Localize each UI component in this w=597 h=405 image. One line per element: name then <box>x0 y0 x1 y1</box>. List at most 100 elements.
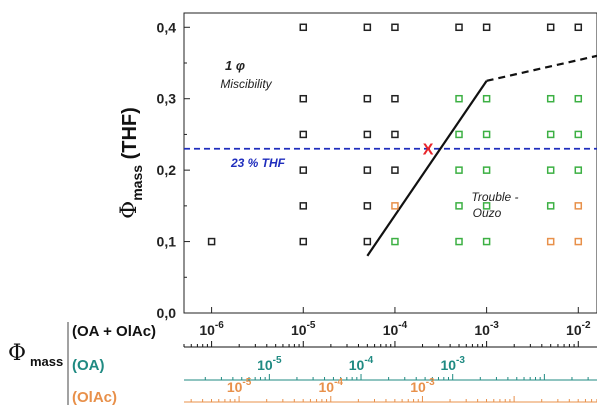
ouzo-point <box>482 202 491 210</box>
bottom-tick-base: 10 <box>349 357 365 373</box>
one-phase-point <box>482 23 491 32</box>
ouzo-point <box>574 130 583 139</box>
one-phase-point <box>391 130 399 139</box>
bottom-tick-label: 10-4 <box>349 355 374 373</box>
bottom-axes: Φ mass (OA + OlAc)(OA) 10-5 10-4 10-3(OlAc)… <box>8 322 597 405</box>
one-phase-point <box>363 166 372 174</box>
one-phase-point <box>391 94 399 103</box>
thf-line-label: 23 % THF <box>230 156 286 170</box>
orange-point <box>546 237 555 246</box>
one-phase-point <box>207 237 216 246</box>
y-tick-label: 0,2 <box>157 162 177 178</box>
one-phase-point <box>574 23 583 32</box>
x-tick-label: 10-5 <box>291 320 316 338</box>
bottom-tick-base: 10 <box>410 379 426 395</box>
miscibility-annotation: Miscibility <box>220 77 272 91</box>
trouble-annotation: Trouble - <box>471 190 518 204</box>
ouzo-point <box>455 94 463 103</box>
ouzo-point <box>546 94 555 103</box>
bottom-axis-label: (OlAc) <box>72 389 117 405</box>
one-phase-annotation: 1 φ <box>225 58 245 73</box>
ouzo-point <box>574 94 583 103</box>
x-tick-exponent: -5 <box>307 320 316 331</box>
ouzo-point <box>455 202 463 210</box>
x-tick-exponent: -6 <box>215 320 224 331</box>
y-axis-label-sub: mass <box>129 165 145 201</box>
x-tick-label: 10-4 <box>383 320 408 338</box>
one-phase-point <box>363 130 372 139</box>
bottom-tick-label: 10-5 <box>227 377 252 395</box>
x-tick-label: 10-6 <box>199 320 224 338</box>
ouzo-point <box>482 166 491 174</box>
x-tick-base: 10 <box>474 322 490 338</box>
plot-frame <box>183 12 597 314</box>
one-phase-point <box>363 23 372 32</box>
one-phase-point <box>455 23 463 32</box>
bottom-tick-base: 10 <box>257 357 273 373</box>
one-phase-point <box>546 23 555 32</box>
one-phase-point <box>363 202 372 210</box>
phase-boundary-dashed <box>486 54 597 82</box>
one-phase-point <box>391 23 399 32</box>
x-tick-exponent: -2 <box>582 320 591 331</box>
ouzo-point <box>482 237 491 246</box>
one-phase-point <box>299 130 308 139</box>
one-phase-point <box>299 94 308 103</box>
bottom-phi-symbol: Φ <box>8 341 26 366</box>
one-phase-point <box>363 237 372 246</box>
one-phase-point <box>363 94 372 103</box>
x-tick-base: 10 <box>566 322 582 338</box>
ouzo-point <box>391 237 399 246</box>
y-axis-label-phi: Φ <box>117 201 142 219</box>
bottom-tick-exponent: -4 <box>334 377 343 388</box>
one-phase-point <box>299 166 308 174</box>
y-tick-label: 0,0 <box>157 305 177 321</box>
one-phase-point <box>299 237 308 246</box>
ouzo-point <box>546 130 555 139</box>
y-tick-label: 0,3 <box>157 91 177 107</box>
ouzo-point <box>546 166 555 174</box>
bottom-tick-label: 10-4 <box>319 377 344 395</box>
ouzo-point <box>482 94 491 103</box>
one-phase-point <box>391 166 399 174</box>
bottom-phi-sub: mass <box>30 354 63 369</box>
y-axis-label: Φmass (THF) <box>117 107 145 219</box>
bottom-tick-exponent: -5 <box>242 377 251 388</box>
ouzo-point <box>455 130 463 139</box>
plot-area: 0,00,10,20,30,410-6 10-5 10-4 10-3 10-2X <box>157 12 597 338</box>
intersection-x-marker: X <box>423 142 434 159</box>
bottom-tick-exponent: -4 <box>364 355 373 366</box>
bottom-tick-exponent: -3 <box>456 355 465 366</box>
y-tick-label: 0,1 <box>157 234 177 250</box>
bottom-tick-base: 10 <box>440 357 456 373</box>
one-phase-point <box>299 202 308 210</box>
x-tick-base: 10 <box>199 322 215 338</box>
bottom-axis-label: (OA) <box>72 357 105 374</box>
ouzo-point <box>455 237 463 246</box>
bottom-tick-base: 10 <box>227 379 243 395</box>
ouzo-point <box>482 130 491 139</box>
ouzo-point <box>574 166 583 174</box>
ouzo-point <box>455 166 463 174</box>
bottom-tick-label: 10-3 <box>440 355 465 373</box>
x-tick-label: 10-3 <box>474 320 499 338</box>
x-tick-label: 10-2 <box>566 320 591 338</box>
ouzo-annotation: Ouzo <box>473 206 502 220</box>
bottom-tick-base: 10 <box>319 379 335 395</box>
ouzo-point <box>546 202 555 210</box>
x-tick-exponent: -3 <box>490 320 499 331</box>
y-axis-label-thf: (THF) <box>119 107 141 165</box>
orange-point <box>391 202 399 210</box>
x-tick-base: 10 <box>383 322 399 338</box>
bottom-tick-exponent: -5 <box>273 355 282 366</box>
bottom-tick-label: 10-3 <box>410 377 435 395</box>
orange-point <box>574 237 583 246</box>
bottom-tick-exponent: -3 <box>426 377 435 388</box>
y-tick-label: 0,4 <box>157 19 177 35</box>
orange-point <box>574 202 583 210</box>
phase-boundary-solid <box>366 80 488 257</box>
bottom-axis-label: (OA + OlAc) <box>72 323 156 340</box>
one-phase-point <box>299 23 308 32</box>
bottom-tick-label: 10-5 <box>257 355 282 373</box>
